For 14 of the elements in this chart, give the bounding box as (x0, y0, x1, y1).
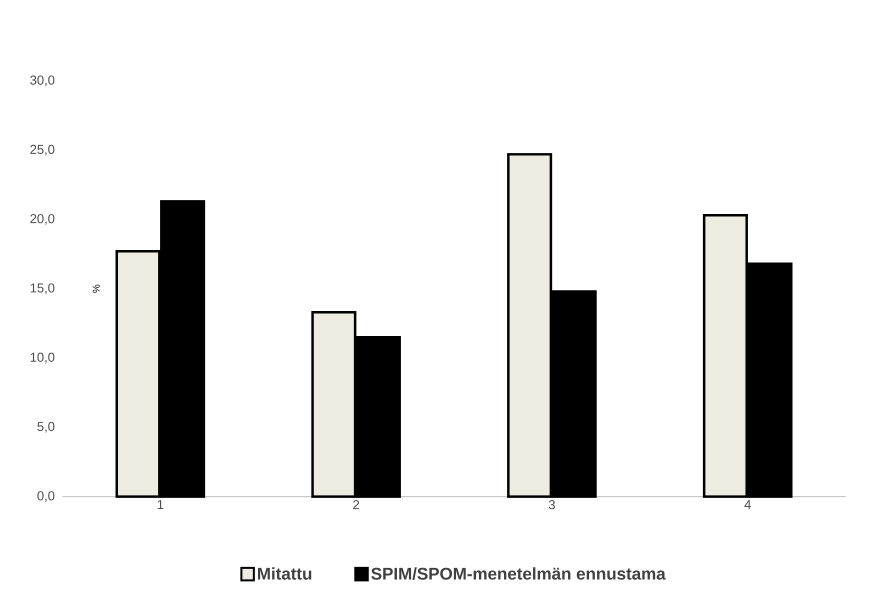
x-tick-label: 2 (353, 500, 360, 510)
y-tick-label: 0,0 (37, 491, 54, 502)
legend-label: Mitattu (258, 567, 312, 580)
x-tick-label: 1 (158, 500, 164, 510)
x-tick-label: 3 (548, 500, 555, 510)
y-axis-title: % (92, 284, 100, 293)
x-tick-label: 4 (744, 500, 751, 510)
legend-label: SPIM/SPOM-menetelmän ennustama (371, 567, 666, 580)
y-tick-label: 20,0 (30, 214, 54, 225)
y-tick-label: 15,0 (30, 284, 54, 294)
y-tick-label: 25,0 (30, 144, 54, 156)
y-tick-label: 30,0 (30, 76, 54, 86)
y-tick-label: 5,0 (37, 422, 54, 433)
y-tick-label: 10,0 (30, 352, 54, 364)
